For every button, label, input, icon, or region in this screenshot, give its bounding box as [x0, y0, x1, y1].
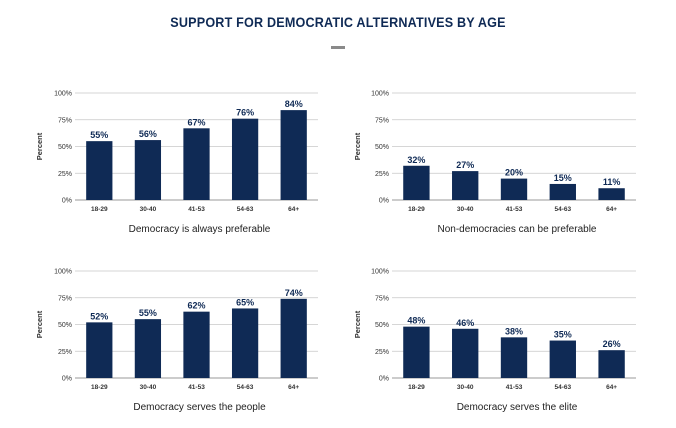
chart-1: 0% 25% 50% 75% 100% Percent 55% 18-29 56% 30-40 67…	[35, 91, 318, 235]
chart-title: Democracy serves the people	[133, 402, 266, 413]
bar	[183, 128, 210, 200]
x-tick-label: 54-63	[554, 384, 571, 391]
data-label: 20%	[505, 168, 523, 178]
x-tick-label: 54-63	[554, 206, 571, 213]
bar	[598, 188, 625, 200]
title-divider	[331, 46, 345, 49]
bar	[549, 183, 576, 200]
y-tick-label: 0%	[62, 376, 72, 383]
x-tick-label: 18-29	[408, 384, 425, 391]
data-label: 84%	[285, 99, 303, 109]
bar	[183, 311, 210, 378]
y-tick-label: 0%	[62, 198, 72, 205]
data-label: 56%	[139, 129, 157, 139]
x-tick-label: 64+	[606, 206, 617, 213]
data-label: 52%	[90, 311, 108, 321]
y-tick-label: 100%	[371, 269, 389, 276]
x-tick-label: 30-40	[457, 384, 474, 391]
bar	[134, 319, 162, 378]
bar	[452, 328, 479, 378]
data-label: 15%	[554, 173, 572, 183]
x-tick-label: 54-63	[237, 206, 254, 213]
x-tick-label: 64+	[606, 384, 617, 391]
x-tick-label: 41-53	[188, 384, 205, 391]
data-label: 27%	[456, 160, 474, 170]
y-tick-label: 100%	[54, 91, 72, 98]
bar	[231, 308, 259, 378]
y-tick-label: 50%	[375, 322, 389, 329]
x-tick-label: 18-29	[91, 206, 108, 213]
bar	[549, 340, 576, 378]
chart-title: Democracy serves the elite	[457, 402, 578, 413]
y-tick-label: 100%	[54, 269, 72, 276]
y-tick-label: 100%	[371, 91, 389, 98]
x-tick-label: 18-29	[91, 384, 108, 391]
x-tick-label: 30-40	[140, 206, 157, 213]
bar	[403, 165, 430, 200]
chart-2: 0% 25% 50% 75% 100% Percent 32% 18-29 27% 30-40 20…	[353, 91, 636, 235]
y-axis-label: Percent	[353, 132, 362, 160]
bar	[598, 350, 625, 378]
data-label: 67%	[187, 117, 205, 127]
data-label: 55%	[139, 308, 157, 318]
y-tick-label: 25%	[58, 171, 72, 178]
x-tick-label: 41-53	[506, 384, 523, 391]
y-tick-label: 50%	[375, 144, 389, 151]
bar	[452, 171, 479, 200]
bar	[500, 178, 528, 200]
data-label: 38%	[505, 326, 523, 336]
y-tick-label: 0%	[379, 198, 389, 205]
y-tick-label: 75%	[58, 295, 72, 302]
bar	[134, 140, 162, 200]
x-tick-label: 64+	[288, 384, 299, 391]
y-tick-label: 75%	[375, 295, 389, 302]
x-tick-label: 41-53	[506, 206, 523, 213]
y-tick-label: 25%	[375, 171, 389, 178]
y-tick-label: 50%	[58, 322, 72, 329]
data-label: 35%	[554, 330, 572, 340]
data-label: 55%	[90, 130, 108, 140]
y-axis-label: Percent	[353, 310, 362, 338]
y-tick-label: 75%	[375, 117, 389, 124]
data-label: 76%	[236, 108, 254, 118]
data-label: 74%	[285, 288, 303, 298]
y-tick-label: 75%	[58, 117, 72, 124]
bar	[280, 298, 307, 378]
bar	[86, 141, 113, 200]
x-tick-label: 18-29	[408, 206, 425, 213]
y-tick-label: 0%	[379, 376, 389, 383]
data-label: 65%	[236, 297, 254, 307]
x-tick-label: 30-40	[140, 384, 157, 391]
x-tick-label: 41-53	[188, 206, 205, 213]
data-label: 26%	[603, 339, 621, 349]
y-tick-label: 50%	[58, 144, 72, 151]
chart-3: 0% 25% 50% 75% 100% Percent 52% 18-29 55% 30-40 62…	[35, 269, 318, 413]
chart-4: 0% 25% 50% 75% 100% Percent 48% 18-29 46% 30-40 38…	[353, 269, 636, 413]
chart-title: Democracy is always preferable	[129, 224, 271, 235]
bar	[500, 337, 528, 378]
bar	[231, 118, 259, 200]
y-axis-label: Percent	[35, 132, 44, 160]
data-label: 48%	[407, 316, 425, 326]
bar	[280, 110, 307, 200]
data-label: 62%	[187, 301, 205, 311]
x-tick-label: 30-40	[457, 206, 474, 213]
x-tick-label: 54-63	[237, 384, 254, 391]
bar	[86, 322, 113, 378]
data-label: 11%	[603, 177, 621, 187]
data-label: 46%	[456, 318, 474, 328]
chart-title: Non-democracies can be preferable	[438, 224, 597, 235]
y-axis-label: Percent	[35, 310, 44, 338]
y-tick-label: 25%	[375, 349, 389, 356]
bar	[403, 326, 430, 378]
page-title: SUPPORT FOR DEMOCRATIC ALTERNATIVES BY A…	[170, 14, 506, 30]
y-tick-label: 25%	[58, 349, 72, 356]
data-label: 32%	[407, 155, 425, 165]
x-tick-label: 64+	[288, 206, 299, 213]
